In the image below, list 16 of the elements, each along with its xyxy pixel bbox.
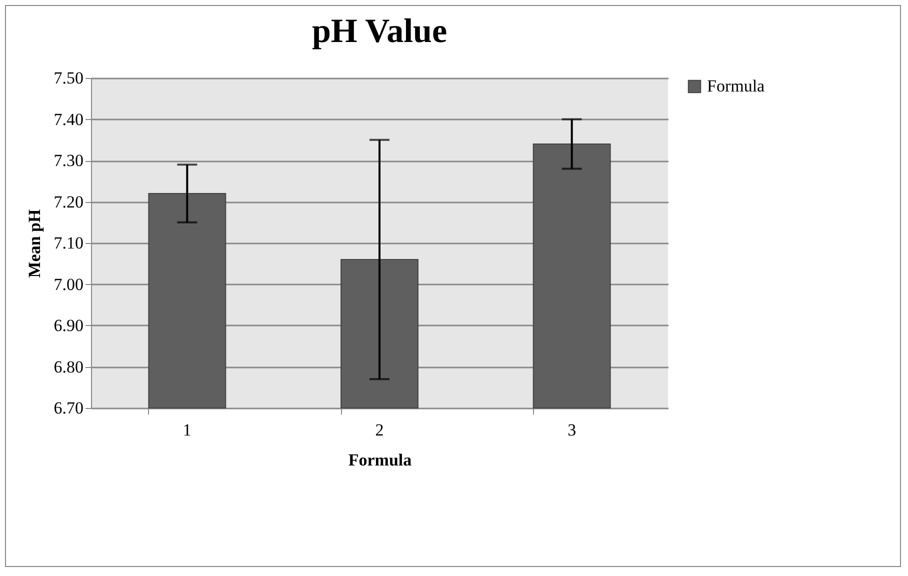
y-tick-label: 7.30 [54,151,84,170]
chart-title: pH Value [312,13,448,50]
y-tick-label: 6.90 [54,316,84,335]
x-axis-title: Formula [348,450,412,470]
legend-label: Formula [707,76,766,96]
y-tick-label: 7.00 [54,274,84,294]
y-tick-label: 7.10 [54,234,84,252]
y-tick-label: 7.40 [54,110,84,129]
x-tick-label: 1 [182,420,192,440]
y-tick-label: 6.70 [54,398,84,418]
x-tick-label: 2 [375,420,384,440]
y-tick-label: 7.50 [54,68,84,88]
x-tick-label: 3 [568,420,576,440]
y-axis-title: Mean pH [24,209,44,278]
y-tick-label: 6.80 [54,357,84,376]
y-tick-label: 7.20 [54,192,84,212]
